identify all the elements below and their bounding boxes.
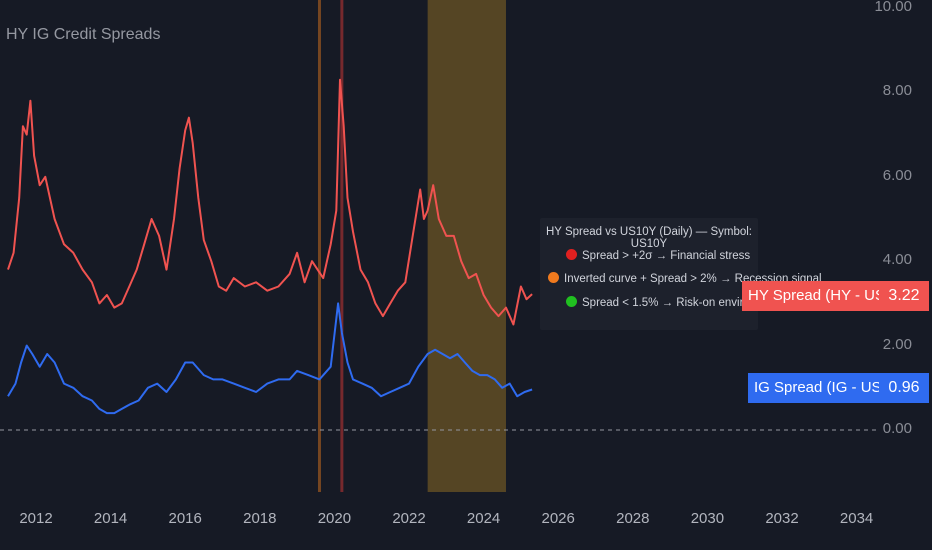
legend-header: HY Spread vs US10Y (Daily) — Symbol: US1… [545,226,752,250]
x-tick-label: 2012 [19,510,53,527]
y-tick-label: 8.00 [882,82,912,100]
y-tick-label: 0.00 [882,420,912,437]
y-tick-label: 2.00 [882,335,912,353]
y-tick-label: 10.00 [874,0,912,15]
orange-dot-icon [548,272,559,283]
x-tick-label: 2034 [839,510,874,527]
x-tick-label: 2028 [616,510,650,527]
ig-spread-line [7,302,533,415]
x-tick-label: 2020 [317,510,352,527]
shaded-region-0 [427,0,506,492]
x-tick-label: 2026 [541,510,575,527]
vertical-marker-0 [317,0,321,492]
x-tick-label: 2030 [690,510,725,527]
y-tick-label: 4.00 [882,251,912,269]
x-tick-label: 2024 [466,510,501,527]
x-tick-label: 2016 [168,510,202,527]
x-tick-label: 2014 [93,510,128,527]
chart-title: HY IG Credit Spreads [6,26,161,43]
ig-last-value: 0.96 [879,373,929,403]
green-dot-icon [566,296,577,307]
x-tick-label: 2022 [392,510,426,527]
red-dot-icon [566,249,577,260]
signal-legend: HY Spread vs US10Y (Daily) — Symbol: US1… [540,218,822,330]
hy-spread-line [7,78,533,326]
legend-row-risk-on: Spread < 1.5% → Risk-on environment [566,296,782,309]
y-tick-label: 6.00 [882,166,912,184]
x-tick-label: 2018 [243,510,277,527]
vertical-marker-1 [340,0,344,492]
x-tick-label: 2032 [765,510,799,527]
legend-row-stress: Spread > +2σ → Financial stress [566,249,750,262]
hy-last-value: 3.22 [879,281,929,311]
